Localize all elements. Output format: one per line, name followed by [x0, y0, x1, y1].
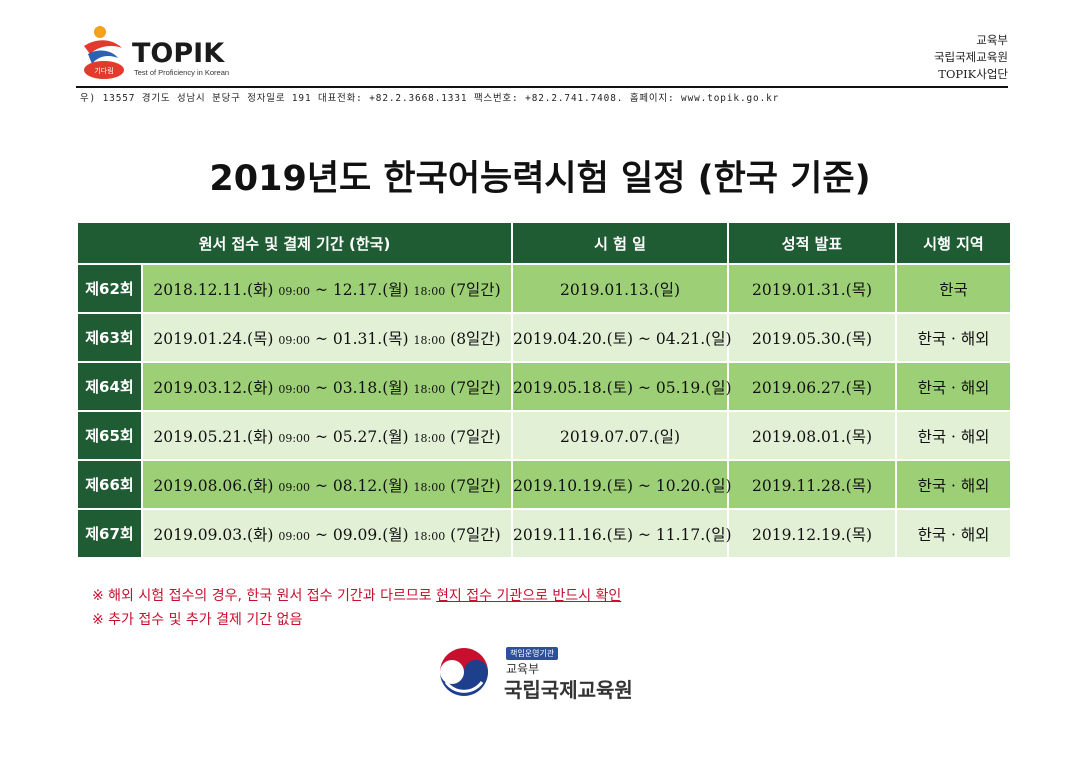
apply-start: 2019.05.21.(화) [153, 427, 274, 446]
niied-logo: 책임운영기관 교육부 국립국제교육원 [436, 644, 656, 704]
region: 한국 · 해외 [896, 508, 1010, 557]
region: 한국 [896, 263, 1010, 313]
result-date: 2019.06.27.(목) [728, 361, 897, 411]
apply-start-time: 09:00 [278, 333, 311, 347]
note-overseas-text: ※ 해외 시험 접수의 경우, 한국 원서 접수 기간과 다르므로 [92, 588, 437, 604]
apply-end-time: 18:00 [413, 480, 446, 494]
apply-end: ~ 12.17.(월) [314, 280, 409, 299]
table-header-row: 원서 접수 및 결제 기간 (한국) 시 험 일 성적 발표 시행 지역 [78, 223, 1010, 264]
round-label: 제62회 [78, 263, 143, 313]
table-row: 제67회 2019.09.03.(화) 09:00 ~ 09.09.(월) 18… [78, 508, 1010, 557]
apply-days: (7일간) [450, 280, 501, 299]
notes-section: ※ 해외 시험 접수의 경우, 한국 원서 접수 기간과 다르므로 현지 접수 … [92, 584, 621, 632]
contact-address: 우) 13557 경기도 성남시 분당구 정자일로 191 대표전화: +82.… [80, 93, 780, 104]
note-overseas: ※ 해외 시험 접수의 경우, 한국 원서 접수 기간과 다르므로 현지 접수 … [92, 584, 621, 608]
exam-date: 2019.05.18.(토) ~ 05.19.(일) [512, 361, 732, 411]
table-row: 제66회 2019.08.06.(화) 09:00 ~ 08.12.(월) 18… [78, 459, 1010, 509]
apply-end-time: 18:00 [413, 431, 446, 445]
exam-date: 2019.10.19.(토) ~ 10.20.(일) [512, 459, 732, 509]
apply-end-time: 18:00 [413, 529, 446, 543]
apply-end: ~ 01.31.(목) [314, 329, 409, 348]
exam-date: 2019.04.20.(토) ~ 04.21.(일) [512, 312, 732, 362]
result-date: 2019.01.31.(목) [728, 263, 897, 313]
apply-end: ~ 09.09.(월) [314, 525, 409, 544]
apply-end: ~ 05.27.(월) [314, 427, 409, 446]
apply-days: (7일간) [450, 476, 501, 495]
apply-start: 2019.08.06.(화) [153, 476, 274, 495]
exam-date: 2019.01.13.(일) [512, 263, 729, 313]
apply-end-time: 18:00 [413, 284, 446, 298]
apply-start-time: 09:00 [278, 529, 311, 543]
apply-days: (8일간) [450, 329, 501, 348]
apply-start: 2019.09.03.(화) [153, 525, 274, 544]
application-period: 2019.08.06.(화) 09:00 ~ 08.12.(월) 18:00 (… [142, 459, 513, 509]
round-label: 제63회 [78, 312, 143, 362]
header-application-period: 원서 접수 및 결제 기간 (한국) [78, 223, 513, 264]
result-date: 2019.11.28.(목) [728, 459, 897, 509]
schedule-table: 원서 접수 및 결제 기간 (한국) 시 험 일 성적 발표 시행 지역 제62… [78, 223, 1010, 557]
org-line-institute: 국립국제교육원 [933, 50, 1008, 64]
topik-person-icon: 기다림 [84, 26, 124, 79]
application-period: 2019.09.03.(화) 09:00 ~ 09.09.(월) 18:00 (… [142, 508, 513, 557]
application-period: 2019.01.24.(목) 09:00 ~ 01.31.(목) 18:00 (… [142, 312, 513, 362]
org-line-division: TOPIK사업단 [938, 67, 1008, 81]
table-row: 제65회 2019.05.21.(화) 09:00 ~ 05.27.(월) 18… [78, 410, 1010, 460]
region: 한국 · 해외 [896, 410, 1010, 460]
region: 한국 · 해외 [896, 361, 1010, 411]
round-label: 제65회 [78, 410, 143, 460]
apply-start-time: 09:00 [278, 431, 311, 445]
agency-badge: 책임운영기관 [506, 647, 559, 660]
apply-days: (7일간) [450, 427, 501, 446]
round-label: 제67회 [78, 508, 143, 557]
header-region: 시행 지역 [896, 223, 1010, 264]
brand-name: TOPIK [132, 38, 225, 69]
apply-days: (7일간) [450, 525, 501, 544]
apply-start: 2019.03.12.(화) [153, 378, 274, 397]
apply-end: ~ 08.12.(월) [314, 476, 409, 495]
taegeuk-emblem-icon [438, 648, 490, 700]
apply-start: 2018.12.11.(화) [153, 280, 274, 299]
apply-start-time: 09:00 [278, 480, 311, 494]
region: 한국 · 해외 [896, 459, 1010, 509]
apply-end: ~ 03.18.(월) [314, 378, 409, 397]
header-result-date: 성적 발표 [728, 223, 897, 264]
org-line-ministry: 교육부 [976, 33, 1008, 47]
apply-start-time: 09:00 [278, 284, 311, 298]
application-period: 2018.12.11.(화) 09:00 ~ 12.17.(월) 18:00 (… [142, 263, 513, 313]
header-divider [76, 86, 1008, 88]
logo-badge-text: 기다림 [94, 66, 113, 75]
header-exam-date: 시 험 일 [512, 223, 729, 264]
exam-date: 2019.11.16.(토) ~ 11.17.(일) [512, 508, 732, 557]
apply-start: 2019.01.24.(목) [153, 329, 274, 348]
application-period: 2019.05.21.(화) 09:00 ~ 05.27.(월) 18:00 (… [142, 410, 513, 460]
apply-start-time: 09:00 [278, 382, 311, 396]
page-title: 2019년도 한국어능력시험 일정 (한국 기준) [209, 159, 871, 199]
table-row: 제64회 2019.03.12.(화) 09:00 ~ 03.18.(월) 18… [78, 361, 1010, 411]
exam-date: 2019.07.07.(일) [512, 410, 729, 460]
application-period: 2019.03.12.(화) 09:00 ~ 03.18.(월) 18:00 (… [142, 361, 513, 411]
apply-end-time: 18:00 [413, 382, 446, 396]
table-row: 제63회 2019.01.24.(목) 09:00 ~ 01.31.(목) 18… [78, 312, 1010, 362]
table-row: 제62회 2018.12.11.(화) 09:00 ~ 12.17.(월) 18… [78, 263, 1010, 313]
result-date: 2019.05.30.(목) [728, 312, 897, 362]
result-date: 2019.12.19.(목) [728, 508, 897, 557]
round-label: 제66회 [78, 459, 143, 509]
institute-name: 국립국제교육원 [504, 678, 633, 702]
result-date: 2019.08.01.(목) [728, 410, 897, 460]
apply-days: (7일간) [450, 378, 501, 397]
round-label: 제64회 [78, 361, 143, 411]
note-overseas-emphasis: 현지 접수 기관으로 반드시 확인 [436, 588, 622, 604]
apply-end-time: 18:00 [413, 333, 446, 347]
organization-block: 교육부 국립국제교육원 TOPIK사업단 [934, 32, 1008, 83]
topik-logo: 기다림 TOPIK Test of Proficiency in Korean [78, 24, 238, 80]
note-no-additional: ※ 추가 접수 및 추가 결제 기간 없음 [92, 612, 303, 628]
brand-tagline: Test of Proficiency in Korean [134, 68, 230, 77]
ministry-name: 교육부 [506, 662, 540, 676]
region: 한국 · 해외 [896, 312, 1010, 362]
